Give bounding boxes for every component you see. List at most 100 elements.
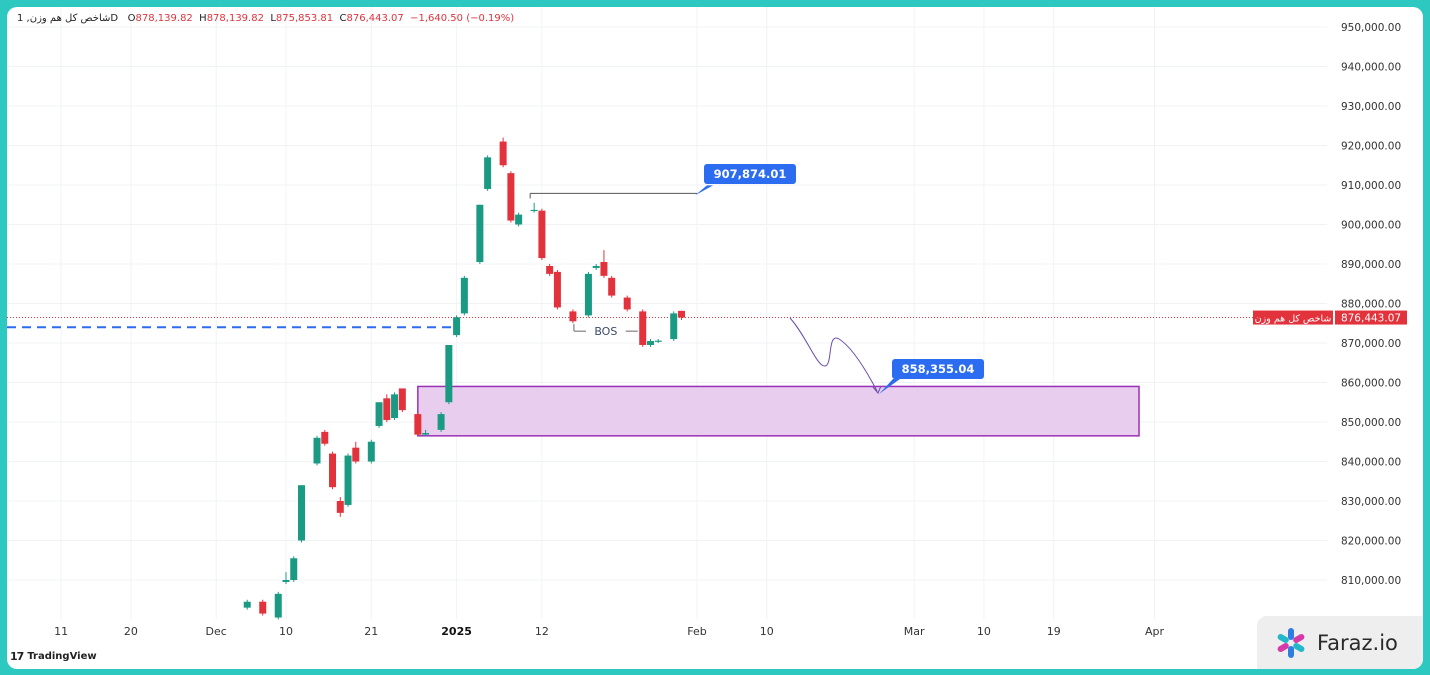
candle (538, 208, 546, 261)
candle-body (329, 453, 337, 488)
x-tick-label: Mar (904, 625, 925, 638)
candle (445, 344, 453, 405)
candle (298, 485, 306, 543)
x-tick-label: 19 (1047, 625, 1061, 638)
target-callout-box (892, 359, 984, 379)
current-price-tag (1335, 310, 1407, 325)
y-tick-label: 850,000.00 (1341, 417, 1401, 429)
y-tick-label: 820,000.00 (1341, 536, 1401, 548)
y-tick-label: 880,000.00 (1341, 299, 1401, 311)
tradingview-logo[interactable]: 17 TradingView (10, 650, 97, 663)
candle (530, 202, 538, 213)
ohlc-header: شاخص کل هم وزن, 1D O878,139.82 H878,139.… (17, 13, 515, 24)
candle (259, 599, 267, 616)
x-tick-label: 10 (977, 625, 991, 638)
candle (476, 204, 484, 264)
faraz-logo-icon (1277, 627, 1305, 658)
projection-arrowhead (872, 385, 882, 394)
candle-body (460, 277, 468, 314)
x-tick-label: 12 (535, 625, 549, 638)
candle-body (538, 210, 546, 259)
candle (329, 451, 337, 490)
candle (639, 309, 647, 347)
candle (344, 453, 352, 507)
candle (453, 315, 461, 338)
low-label: L (270, 13, 276, 24)
candle (584, 271, 592, 318)
candle (460, 275, 468, 316)
high-callout-label: 907,874.01 (714, 167, 787, 181)
candle-body (670, 313, 678, 340)
candle-body (677, 310, 685, 318)
candle (336, 497, 344, 517)
candle-body (476, 204, 484, 263)
candle (391, 392, 399, 421)
y-tick-label: 840,000.00 (1341, 457, 1401, 469)
high-callout-box (704, 164, 796, 184)
tradingview-logo-icon: 17 (10, 650, 24, 663)
candle (422, 429, 430, 436)
candle (321, 429, 329, 446)
x-tick-label: Dec (206, 625, 227, 638)
candle (499, 137, 507, 168)
y-tick-label: 810,000.00 (1341, 575, 1401, 587)
y-tick-label: 900,000.00 (1341, 220, 1401, 232)
candle (553, 269, 561, 310)
faraz-logo-text: Faraz.io (1317, 630, 1398, 655)
candle (313, 435, 321, 466)
tradingview-logo-text: TradingView (27, 651, 97, 662)
candle (670, 311, 678, 342)
open-value: 878,139.82 (135, 13, 193, 24)
candle-body (414, 414, 422, 435)
target-callout-label: 858,355.04 (902, 362, 975, 376)
level-lines-layer (7, 317, 1327, 329)
candle (654, 339, 662, 343)
candle (623, 295, 631, 312)
candle (592, 264, 600, 270)
candle (600, 250, 608, 278)
candle-body (623, 297, 631, 310)
interval[interactable]: 1D (17, 13, 119, 24)
candles-group (243, 137, 685, 620)
candle (375, 402, 383, 428)
y-tick-label: 910,000.00 (1341, 180, 1401, 192)
y-tick-label: 920,000.00 (1341, 141, 1401, 153)
candle-body (584, 273, 592, 316)
candle-body (290, 558, 298, 580)
change-value: −1,640.50 (−0.19%) (410, 13, 515, 24)
symbol-price-tag (1253, 310, 1333, 325)
annotations-layer: 907,874.01 BOS 858,355.04 شاخص کل هم وزن 876… (529, 164, 1407, 394)
candle (507, 171, 515, 223)
chart-frame: 907,874.01 BOS 858,355.04 شاخص کل هم وزن 876… (7, 7, 1423, 669)
candle-body (344, 455, 352, 505)
candlestick-chart[interactable]: 907,874.01 BOS 858,355.04 شاخص کل هم وزن 876… (7, 7, 1423, 669)
candle-body (515, 214, 523, 225)
symbol-name[interactable]: شاخص کل هم وزن (29, 13, 111, 24)
candle (484, 155, 492, 191)
y-tick-label: 950,000.00 (1341, 22, 1401, 34)
candle-body (530, 209, 538, 212)
candle-body (569, 311, 577, 322)
candle (515, 212, 523, 227)
high-value: 878,139.82 (206, 13, 264, 24)
candle (677, 310, 685, 320)
time-axis[interactable]: 11 20 Dec 10 21 2025 12 Feb 10 Mar 10 19 Apr (54, 625, 1164, 638)
candle-body (422, 433, 430, 435)
candle (352, 441, 360, 464)
candle-body (352, 447, 360, 462)
price-axis[interactable]: 810,000.00 820,000.00 830,000.00 840,000.00… (1341, 22, 1401, 587)
candle-body (375, 402, 383, 426)
candle-body (336, 501, 344, 513)
y-tick-label: 830,000.00 (1341, 496, 1401, 508)
candle (282, 572, 290, 584)
candle (243, 599, 251, 610)
x-tick-label: Feb (687, 625, 706, 638)
candle-body (484, 157, 492, 189)
candle-body (654, 340, 662, 342)
candle (546, 264, 554, 276)
y-tick-label: 860,000.00 (1341, 378, 1401, 390)
candle-body (282, 580, 290, 582)
candle-body (592, 265, 600, 268)
candle-body (639, 311, 647, 345)
candle-body (298, 485, 306, 541)
